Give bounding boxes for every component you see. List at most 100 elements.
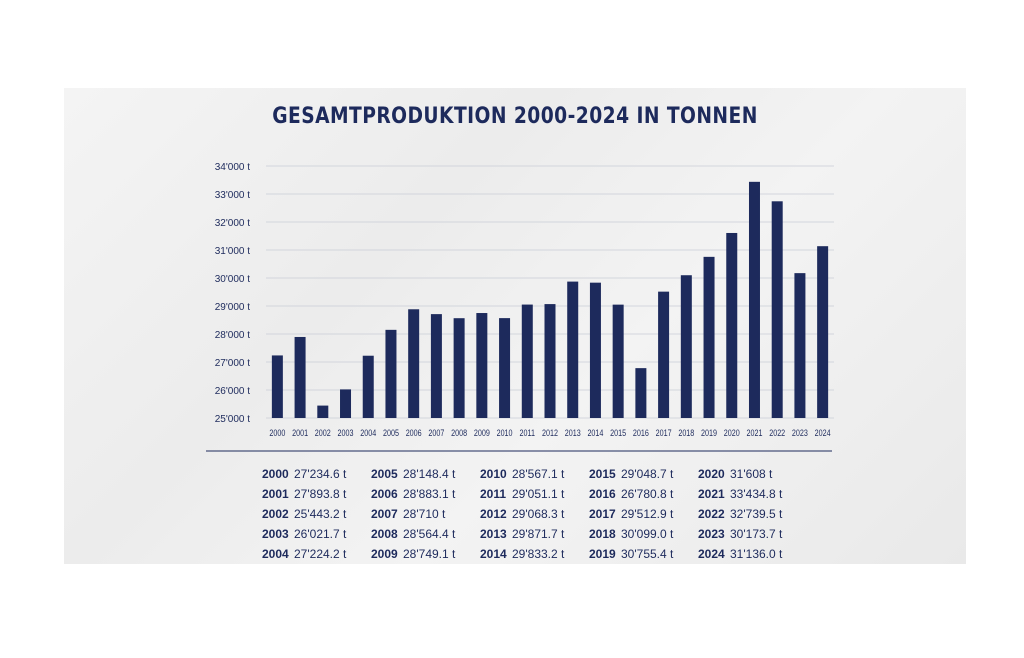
table-row: 2011 29'051.1 t [480,484,590,504]
x-tick-label: 2009 [474,428,490,438]
data-table: 2000 27'234.6 t 2001 27'893.8 t 2002 25'443… [262,464,822,564]
table-column: 2015 29'048.7 t 2016 26'780.8 t 2017 29'512… [589,464,699,564]
paper-background [64,88,966,564]
table-year: 2016 [589,487,616,501]
table-value: 30'099.0 t [621,527,674,541]
table-row: 2002 25'443.2 t [262,504,372,524]
bar [362,355,374,418]
table-value: 25'443.2 t [294,507,347,521]
chart-title: GESAMTPRODUKTION 2000-2024 IN TONNEN [272,104,758,129]
table-year: 2018 [589,527,616,541]
bar [817,246,829,418]
x-tick-label: 2016 [633,428,649,438]
table-year: 2002 [262,507,289,521]
table-value: 28'883.1 t [403,487,456,501]
bar [658,291,670,418]
table-value: 28'567.1 t [512,467,565,481]
y-tick-label: 34'000 t [215,162,250,173]
x-tick-label: 2005 [383,428,399,438]
bar [521,304,533,418]
table-value: 28'148.4 t [403,467,456,481]
table-year: 2003 [262,527,289,541]
x-tick-label: 2000 [269,428,285,438]
table-value: 29'068.3 t [512,507,565,521]
table-value: 29'871.7 t [512,527,565,541]
table-row: 2023 30'173.7 t [698,524,808,544]
x-tick-label: 2004 [360,428,376,438]
bar [430,314,442,418]
x-tick-label: 2015 [610,428,626,438]
table-year: 2005 [371,467,398,481]
table-value: 26'780.8 t [621,487,674,501]
table-row: 2000 27'234.6 t [262,464,372,484]
table-row: 2006 28'883.1 t [371,484,481,504]
x-tick-label: 2008 [451,428,467,438]
bar [567,281,579,418]
table-value: 27'893.8 t [294,487,347,501]
bar [408,309,420,418]
table-row: 2021 33'434.8 t [698,484,808,504]
table-year: 2019 [589,547,616,561]
x-tick-label: 2010 [497,428,513,438]
y-tick-label: 26'000 t [215,386,250,397]
table-row: 2022 32'739.5 t [698,504,808,524]
table-value: 31'608 t [730,467,773,481]
x-tick-label: 2022 [769,428,785,438]
table-row: 2014 29'833.2 t [480,544,590,564]
y-tick-label: 32'000 t [215,218,250,229]
table-row: 2017 29'512.9 t [589,504,699,524]
x-tick-label: 2013 [565,428,581,438]
x-tick-label: 2017 [656,428,672,438]
bar [271,355,283,418]
table-row: 2004 27'224.2 t [262,544,372,564]
table-row: 2015 29'048.7 t [589,464,699,484]
bar [771,201,783,418]
table-row: 2005 28'148.4 t [371,464,481,484]
table-year: 2000 [262,467,289,481]
y-tick-label: 31'000 t [215,246,250,257]
table-value: 28'710 t [403,507,446,521]
table-value: 29'051.1 t [512,487,565,501]
y-tick-label: 28'000 t [215,330,250,341]
table-row: 2019 30'755.4 t [589,544,699,564]
y-tick-label: 27'000 t [215,358,250,369]
x-tick-label: 2002 [315,428,331,438]
table-year: 2024 [698,547,725,561]
table-value: 27'234.6 t [294,467,347,481]
table-value: 28'564.4 t [403,527,456,541]
table-year: 2009 [371,547,398,561]
bar [680,275,692,418]
table-year: 2022 [698,507,725,521]
table-value: 31'136.0 t [730,547,783,561]
bar [635,368,647,418]
table-row: 2007 28'710 t [371,504,481,524]
table-row: 2003 26'021.7 t [262,524,372,544]
bar [612,304,624,418]
x-tick-label: 2001 [292,428,308,438]
x-tick-label: 2014 [587,428,603,438]
x-tick-label: 2007 [428,428,444,438]
bar [748,181,760,418]
x-tick-label: 2006 [406,428,422,438]
table-year: 2011 [480,487,507,501]
x-tick-label: 2020 [724,428,740,438]
table-value: 28'749.1 t [403,547,456,561]
table-column: 2020 31'608 t 2021 33'434.8 t 2022 32'739.5… [698,464,808,564]
table-row: 2016 26'780.8 t [589,484,699,504]
table-value: 30'755.4 t [621,547,674,561]
table-year: 2007 [371,507,398,521]
x-tick-label: 2024 [815,428,831,438]
table-year: 2015 [589,467,616,481]
x-tick-label: 2021 [746,428,762,438]
bar [340,389,352,418]
table-year: 2014 [480,547,507,561]
table-year: 2017 [589,507,616,521]
table-row: 2024 31'136.0 t [698,544,808,564]
table-year: 2010 [480,467,507,481]
table-value: 29'048.7 t [621,467,674,481]
table-row: 2001 27'893.8 t [262,484,372,504]
x-tick-label: 2023 [792,428,808,438]
bar [499,318,511,418]
x-tick-label: 2003 [338,428,354,438]
